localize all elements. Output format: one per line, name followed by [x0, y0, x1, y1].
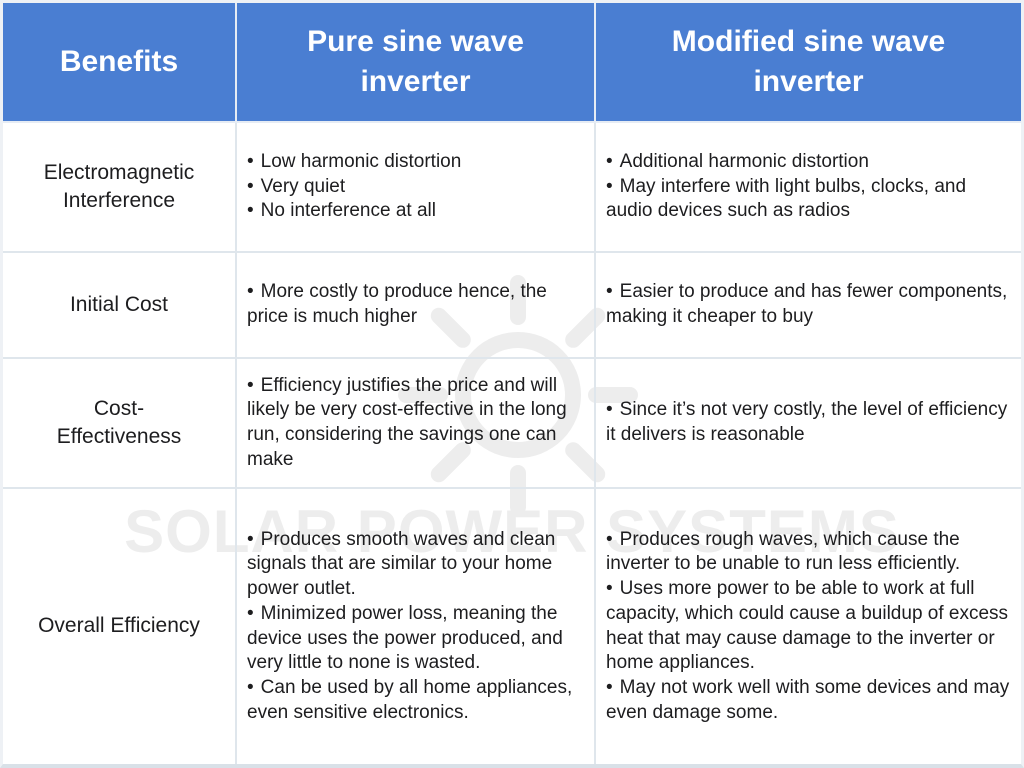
bullet-text: Produces smooth waves and clean signals …: [247, 528, 556, 600]
bullet-marker: •: [247, 175, 254, 197]
modified-sine-cell-initial-cost: • Easier to produce and has fewer compone…: [596, 253, 1021, 359]
bullet-item: • Very quiet: [247, 175, 584, 200]
bullet-text: Since it’s not very costly, the level of…: [606, 399, 1008, 445]
bullet-text: Minimized power loss, meaning the device…: [247, 602, 563, 674]
pure-sine-cell-overall-efficiency: • Produces smooth waves and clean signals…: [237, 489, 596, 764]
bullet-item: • Can be used by all home appliances, eve…: [247, 676, 584, 725]
bullet-marker: •: [247, 200, 254, 222]
bullet-item: • Produces smooth waves and clean signals…: [247, 528, 584, 602]
header-benefits: Benefits: [3, 3, 237, 123]
bullet-text: No interference at all: [260, 200, 436, 222]
bullet-text: Very quiet: [260, 175, 346, 197]
bullet-item: • More costly to produce hence, the price…: [247, 280, 584, 329]
pure-sine-cell-initial-cost: • More costly to produce hence, the price…: [237, 253, 596, 359]
bullet-item: • Easier to produce and has fewer compone…: [606, 280, 1011, 329]
bullet-marker: •: [247, 150, 254, 172]
bullet-item: • Efficiency justifies the price and will…: [247, 374, 584, 473]
bullet-text: Low harmonic distortion: [260, 150, 462, 172]
benefit-label-cost-effectiveness: Cost- Effectiveness: [3, 359, 237, 489]
modified-sine-cell-cost-effectiveness: • Since it’s not very costly, the level o…: [596, 359, 1021, 489]
bullet-marker: •: [606, 676, 613, 698]
modified-sine-cell-electromagnetic-interference: • Additional harmonic distortion • May inte…: [596, 123, 1021, 253]
bullet-marker: •: [247, 676, 254, 698]
bullet-marker: •: [606, 150, 613, 172]
bullet-item: • Additional harmonic distortion: [606, 150, 1011, 175]
bullet-marker: •: [247, 374, 254, 396]
bullet-marker: •: [606, 528, 613, 550]
comparison-table: Benefits Pure sine wave inverter Modifie…: [3, 3, 1021, 764]
bullet-marker: •: [606, 281, 613, 303]
bullet-item: • Low harmonic distortion: [247, 150, 584, 175]
pure-sine-cell-cost-effectiveness: • Efficiency justifies the price and will…: [237, 359, 596, 489]
bullet-text: Efficiency justifies the price and will …: [247, 374, 567, 470]
bullet-marker: •: [606, 578, 613, 600]
benefit-label-overall-efficiency: Overall Efficiency: [3, 489, 237, 764]
bullet-item: • No interference at all: [247, 199, 584, 224]
bullet-text: May interfere with light bulbs, clocks, …: [606, 175, 967, 222]
bullet-text: Uses more power to be able to work at fu…: [606, 578, 1009, 674]
bullet-text: Can be used by all home appliances, even…: [247, 676, 573, 723]
bullet-marker: •: [247, 528, 254, 550]
bullet-text: Additional harmonic distortion: [619, 150, 869, 172]
bullet-marker: •: [606, 175, 613, 197]
bullet-text: May not work well with some devices and …: [606, 676, 1010, 723]
bullet-marker: •: [606, 399, 613, 421]
benefit-label-initial-cost: Initial Cost: [3, 253, 237, 359]
bullet-item: • Since it’s not very costly, the level o…: [606, 398, 1011, 447]
bullet-item: • May not work well with some devices and…: [606, 676, 1011, 725]
bullet-item: • Minimized power loss, meaning the devic…: [247, 602, 584, 676]
bullet-item: • May interfere with light bulbs, clocks,…: [606, 175, 1011, 224]
pure-sine-cell-electromagnetic-interference: • Low harmonic distortion • Very quiet • No i…: [237, 123, 596, 253]
bullet-marker: •: [247, 281, 254, 303]
bullet-marker: •: [247, 602, 254, 624]
bullet-text: More costly to produce hence, the price …: [247, 281, 547, 327]
bullet-text: Produces rough waves, which cause the in…: [606, 528, 961, 575]
bullet-text: Easier to produce and has fewer componen…: [606, 281, 1008, 327]
bullet-item: • Uses more power to be able to work at f…: [606, 577, 1011, 676]
benefit-label-electromagnetic-interference: Electromagnetic Interference: [3, 123, 237, 253]
header-modified-sine-wave-inverter: Modified sine wave inverter: [596, 3, 1021, 123]
bullet-item: • Produces rough waves, which cause the i…: [606, 528, 1011, 577]
header-pure-sine-wave-inverter: Pure sine wave inverter: [237, 3, 596, 123]
modified-sine-cell-overall-efficiency: • Produces rough waves, which cause the i…: [596, 489, 1021, 764]
